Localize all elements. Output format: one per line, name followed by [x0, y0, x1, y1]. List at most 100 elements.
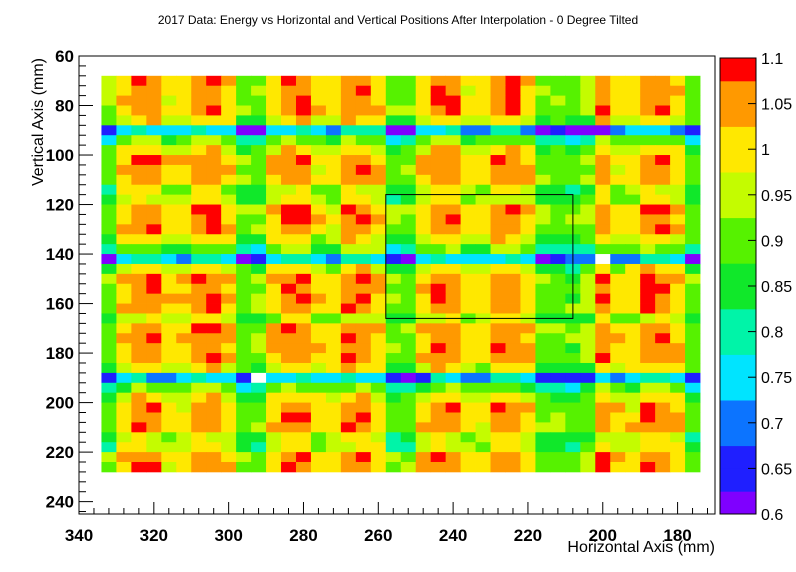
- heatmap-cell: [505, 362, 521, 374]
- heatmap-cell: [281, 323, 297, 334]
- heatmap-cell: [281, 75, 297, 87]
- heatmap-cell: [221, 125, 237, 136]
- heatmap-cell: [266, 432, 282, 443]
- x-tick-label: 240: [439, 526, 467, 545]
- heatmap-cell: [116, 95, 132, 106]
- heatmap-cell: [161, 164, 177, 176]
- heatmap-cell: [236, 164, 252, 176]
- heatmap-cell: [385, 452, 402, 463]
- heatmap-cell: [490, 95, 506, 106]
- heatmap-cell: [131, 164, 147, 176]
- heatmap-cell: [310, 452, 327, 463]
- heatmap-cell: [580, 125, 596, 136]
- heatmap-cell: [295, 194, 312, 205]
- heatmap-cell: [565, 95, 581, 106]
- heatmap-cell: [251, 273, 267, 285]
- heatmap-cell: [460, 85, 476, 97]
- colorbar-band: [720, 308, 756, 333]
- heatmap-cell: [445, 452, 461, 463]
- heatmap-cell: [400, 174, 417, 186]
- heatmap-cell: [295, 343, 312, 354]
- heatmap-cell: [445, 194, 461, 205]
- heatmap-cell: [430, 333, 447, 344]
- heatmap-cell: [430, 174, 447, 186]
- heatmap-cell: [295, 214, 312, 225]
- heatmap-cell: [310, 362, 327, 374]
- heatmap-cell: [580, 95, 596, 106]
- heatmap-cell: [206, 95, 222, 106]
- heatmap-cell: [475, 402, 491, 413]
- heatmap-cell: [595, 372, 611, 384]
- heatmap-cell: [146, 283, 162, 295]
- heatmap-cell: [610, 224, 626, 235]
- heatmap-cell: [535, 194, 551, 205]
- heatmap-cell: [400, 372, 417, 384]
- heatmap-cell: [430, 155, 447, 166]
- heatmap-cell: [101, 145, 117, 156]
- heatmap-cell: [535, 432, 551, 443]
- heatmap-cell: [655, 442, 671, 453]
- heatmap-cell: [655, 382, 671, 394]
- heatmap-cell: [385, 105, 402, 116]
- heatmap-cell: [595, 214, 611, 225]
- heatmap-cell: [490, 333, 506, 344]
- heatmap-cell: [580, 145, 596, 156]
- heatmap-cell: [550, 323, 566, 334]
- heatmap-cell: [520, 402, 536, 413]
- heatmap-cell: [610, 194, 626, 205]
- heatmap-cell: [580, 115, 596, 126]
- heatmap-cell: [310, 402, 327, 413]
- heatmap-cell: [116, 214, 132, 225]
- heatmap-cell: [191, 95, 207, 106]
- heatmap-cell: [340, 382, 357, 394]
- heatmap-cell: [191, 224, 207, 235]
- heatmap-cell: [550, 174, 566, 186]
- heatmap-cell: [655, 174, 671, 186]
- heatmap-cell: [400, 145, 417, 156]
- heatmap-cell: [610, 402, 626, 413]
- heatmap-cell: [206, 333, 222, 344]
- heatmap-cell: [251, 85, 267, 97]
- heatmap-cell: [625, 125, 641, 136]
- heatmap-cell: [295, 333, 312, 344]
- heatmap-cell: [355, 155, 372, 166]
- heatmap-cell: [670, 184, 686, 196]
- heatmap-cell: [505, 303, 521, 314]
- heatmap-cell: [685, 392, 701, 403]
- colorbar-label: 0.85: [761, 279, 792, 296]
- heatmap-cell: [325, 155, 342, 166]
- heatmap-cell: [325, 184, 342, 196]
- heatmap-cell: [146, 442, 162, 453]
- heatmap-cell: [670, 135, 686, 146]
- heatmap-cell: [580, 293, 596, 304]
- heatmap-cell: [385, 343, 402, 354]
- heatmap-cell: [685, 362, 701, 374]
- heatmap-cell: [685, 155, 701, 166]
- heatmap-cell: [475, 392, 491, 403]
- heatmap-cell: [295, 412, 312, 423]
- heatmap-cell: [535, 263, 551, 275]
- heatmap-cell: [146, 214, 162, 225]
- heatmap-cell: [236, 194, 252, 205]
- heatmap-cell: [535, 214, 551, 225]
- heatmap-cell: [655, 353, 671, 364]
- heatmap-cell: [535, 184, 551, 196]
- heatmap-cell: [236, 263, 252, 275]
- heatmap-cell: [475, 125, 491, 136]
- heatmap-cell: [460, 283, 476, 295]
- heatmap-cell: [385, 293, 402, 304]
- heatmap-cell: [550, 155, 566, 166]
- heatmap-cell: [430, 75, 447, 87]
- heatmap-cell: [625, 174, 641, 186]
- heatmap-cell: [325, 303, 342, 314]
- heatmap-cell: [445, 204, 461, 215]
- heatmap-cell: [206, 75, 222, 87]
- heatmap-cell: [535, 95, 551, 106]
- heatmap-cell: [266, 392, 282, 403]
- heatmap-cell: [565, 422, 581, 433]
- heatmap-cell: [505, 125, 521, 136]
- heatmap-cell: [535, 362, 551, 374]
- heatmap-cell: [116, 273, 132, 285]
- heatmap-cell: [131, 194, 147, 205]
- heatmap-cell: [580, 135, 596, 146]
